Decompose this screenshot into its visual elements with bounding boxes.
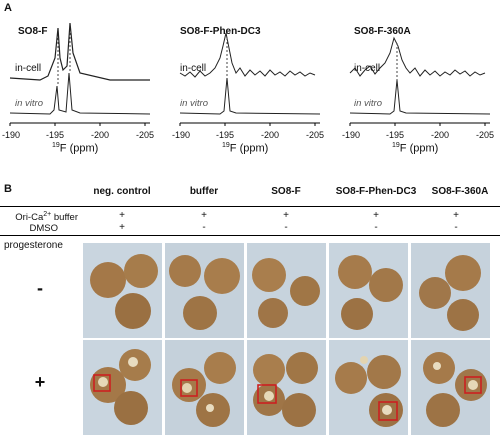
tick-label: -195 xyxy=(386,130,405,140)
tick-label: -190 xyxy=(342,130,361,140)
row-label-superscript: 2+ xyxy=(43,211,52,218)
x-axis-label: 19F (ppm) xyxy=(392,142,438,155)
row-label-ori-ca-buffer: Ori-Ca2+ buffer xyxy=(2,211,78,223)
egg-photo xyxy=(247,243,326,338)
egg-photo xyxy=(329,243,408,338)
egg-photo-svg xyxy=(411,243,490,338)
egg-photo-svg xyxy=(83,243,162,338)
x-axis-label-text: F (ppm) xyxy=(229,142,269,155)
row-label-dmso: DMSO xyxy=(29,223,59,234)
tick-label: -205 xyxy=(306,130,325,140)
spectrum-plot xyxy=(349,36,491,126)
cell-mark: + xyxy=(119,222,125,233)
spectrum-in-cell-line xyxy=(349,36,486,77)
tick-label: -205 xyxy=(136,130,155,140)
panel-a-letter: A xyxy=(4,2,12,14)
cell-mark: - xyxy=(284,222,288,233)
column-header-buffer: buffer xyxy=(189,186,219,197)
highlight-box xyxy=(180,379,198,397)
in-vitro-label: in vitro xyxy=(354,98,382,109)
cell-mark: + xyxy=(119,210,125,221)
spectrum-in-vitro-line xyxy=(179,77,321,115)
column-header-so8-f-phen-dc3: SO8-F-Phen-DC3 xyxy=(335,186,417,197)
cell-mark: + xyxy=(453,210,459,221)
x-axis-label-text: F (ppm) xyxy=(399,142,439,155)
spectrum-plot xyxy=(9,22,151,126)
x-axis-label-text: F (ppm) xyxy=(59,142,99,155)
cell-mark: - xyxy=(374,222,378,233)
egg-photo xyxy=(83,243,162,338)
tick-label: -200 xyxy=(91,130,110,140)
egg-photo-svg xyxy=(165,243,244,338)
spectrum-so8-f-phen-dc3: SO8-F-Phen-DC3 in-cell in vitro -190 -19… xyxy=(170,18,330,178)
highlight-box xyxy=(257,384,277,404)
spectrum-in-cell-line xyxy=(179,32,316,78)
egg-photo-svg xyxy=(165,340,244,435)
spectrum-so8-f-360a: SO8-F-360A in-cell in vitro -190 -195 -2… xyxy=(340,18,500,178)
spectrum-title: SO8-F-Phen-DC3 xyxy=(180,26,261,37)
egg-photo-svg xyxy=(329,243,408,338)
tick-label: -195 xyxy=(46,130,65,140)
spectrum-in-vitro-line xyxy=(9,72,151,115)
minus-sign: - xyxy=(37,278,43,298)
column-header-so8-f: SO8-F xyxy=(271,186,301,197)
tick-label: -200 xyxy=(431,130,450,140)
egg-photo-svg xyxy=(411,340,490,435)
x-axis-label-superscript: 19 xyxy=(222,142,230,149)
in-cell-label: in-cell xyxy=(180,63,207,74)
cell-mark: + xyxy=(201,210,207,221)
x-axis-label-superscript: 19 xyxy=(392,142,400,149)
x-axis-label: 19F (ppm) xyxy=(52,142,98,155)
egg-photo-svg xyxy=(247,243,326,338)
row-label-text: Ori-Ca xyxy=(15,212,44,224)
egg-photo xyxy=(247,340,326,435)
highlight-box xyxy=(464,376,482,394)
in-vitro-label: in vitro xyxy=(15,98,43,109)
tick-label: -190 xyxy=(2,130,21,140)
column-header-so8-f-360a: SO8-F-360A xyxy=(431,186,489,197)
table-rule-top xyxy=(0,206,500,207)
column-header-neg-control: neg. control xyxy=(93,186,151,197)
tick-label: -190 xyxy=(172,130,191,140)
egg-photo xyxy=(83,340,162,435)
in-cell-label: in-cell xyxy=(15,63,42,74)
highlight-box xyxy=(93,374,111,392)
in-vitro-label: in vitro xyxy=(180,98,208,109)
highlight-box xyxy=(378,401,398,421)
tick-label: -205 xyxy=(476,130,495,140)
spectrum-plot xyxy=(179,32,321,126)
cell-mark: + xyxy=(283,210,289,221)
tick-label: -200 xyxy=(261,130,280,140)
egg-photo-svg xyxy=(247,340,326,435)
tick-label: -195 xyxy=(216,130,235,140)
in-cell-label: in-cell xyxy=(354,63,381,74)
x-axis-label: 19F (ppm) xyxy=(222,142,268,155)
plus-sign: + xyxy=(34,372,46,392)
egg-photo-svg xyxy=(329,340,408,435)
egg-photo xyxy=(329,340,408,435)
progesterone-label: progesterone xyxy=(4,240,63,251)
x-axis-label-superscript: 19 xyxy=(52,142,60,149)
cell-mark: - xyxy=(454,222,458,233)
cell-mark: + xyxy=(373,210,379,221)
spectrum-so8-f: SO8-F in-cell in vitro -190 -195 -200 -2… xyxy=(0,18,160,178)
spectrum-title: SO8-F xyxy=(18,26,48,37)
egg-photo xyxy=(411,340,490,435)
table-rule-bottom xyxy=(0,235,500,236)
row-label-text: buffer xyxy=(51,212,78,224)
egg-photo xyxy=(411,243,490,338)
egg-photo xyxy=(165,243,244,338)
egg-photo xyxy=(165,340,244,435)
spectrum-in-cell-line xyxy=(9,22,150,81)
egg-photo-svg xyxy=(83,340,162,435)
spectrum-title: SO8-F-360A xyxy=(354,26,411,37)
cell-mark: - xyxy=(202,222,206,233)
panel-b-letter: B xyxy=(4,183,12,195)
